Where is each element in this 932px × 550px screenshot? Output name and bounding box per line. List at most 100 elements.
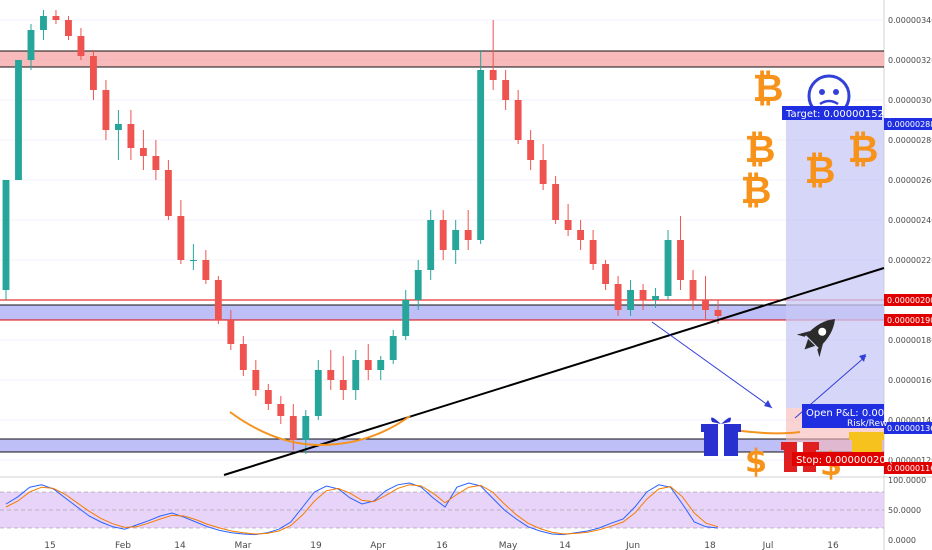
candle-body <box>40 16 47 30</box>
candle-body <box>539 160 547 184</box>
candle-body <box>489 70 497 80</box>
candle-body <box>164 170 172 216</box>
time-axis: 15 Feb 14 Mar 19 Apr 16 May 14 Jun 18 Jul 16 <box>44 541 839 550</box>
price-tick-label: 0.00000300 <box>888 96 932 105</box>
candle-body <box>639 290 647 300</box>
candle-body <box>377 360 385 370</box>
candle-body <box>65 20 72 36</box>
time-tick-label: Mar <box>235 541 252 550</box>
price-tick-label: 0.00000260 <box>888 176 932 185</box>
candle-body <box>139 148 147 156</box>
candle-body <box>677 240 684 280</box>
price-tag-label: 0.00000200 <box>887 296 932 305</box>
candle-body <box>552 184 560 220</box>
candle-body <box>464 230 472 240</box>
price-tick-label: 0.00000140 <box>888 416 932 425</box>
price-tag-label: 0.00000116 <box>887 464 932 473</box>
candle-body <box>527 140 535 160</box>
candle-body <box>364 360 372 370</box>
price-tag <box>884 314 932 326</box>
candle-body <box>289 416 297 440</box>
gift-icon <box>701 417 741 456</box>
svg-text:₿: ₿ <box>753 66 784 110</box>
target-zone <box>786 115 884 408</box>
candle-body <box>614 284 622 310</box>
osc-tick-label: 100.0000 <box>888 476 926 485</box>
candle-body <box>402 300 410 336</box>
candle-body <box>502 80 510 100</box>
candle-body <box>602 264 610 284</box>
candle-body <box>714 310 722 316</box>
price-tag <box>884 118 932 130</box>
candle-body <box>189 260 197 261</box>
time-tick-label: Feb <box>115 541 131 550</box>
osc-k-line <box>5 482 719 536</box>
bitcoin-icon: ₿ ₿ ₿ ₿ ₿ <box>741 66 879 212</box>
time-tick-label: 14 <box>559 541 571 550</box>
candle-body <box>689 280 697 300</box>
candle-body <box>77 36 85 56</box>
candle-body <box>514 100 522 140</box>
candle-body <box>2 180 10 290</box>
candle-body <box>327 370 335 380</box>
oscillator-panel: 100.0000 50.0000 0.0000 <box>0 476 932 545</box>
time-tick-label: 16 <box>436 541 448 550</box>
price-tick-label: 0.00000160 <box>888 376 932 385</box>
price-zones <box>0 50 884 453</box>
svg-text:Stop: 0.00000020 (: Stop: 0.00000020 ( <box>796 455 893 466</box>
price-tick-label: 0.00000280 <box>888 136 932 145</box>
time-tick-label: Jul <box>762 541 774 550</box>
candle-body <box>277 404 285 416</box>
price-tag <box>884 294 932 306</box>
candle-body <box>252 370 260 390</box>
candle-body <box>627 290 634 310</box>
candle-body <box>102 90 110 130</box>
svg-text:Risk/Rew: Risk/Rew <box>847 419 887 429</box>
candle-body <box>52 16 60 20</box>
price-tick-label: 0.00000120 <box>888 456 932 465</box>
time-tick-label: Apr <box>370 541 386 550</box>
stop-label: Stop: 0.00000020 ( <box>792 452 893 466</box>
candle-body <box>589 240 597 264</box>
candle-body <box>389 336 397 360</box>
price-tick-label: 0.00000320 <box>888 56 932 65</box>
price-axis: 0.00000340 0.00000320 0.00000300 0.00000280… <box>888 16 932 465</box>
candle-body <box>214 280 222 320</box>
price-tick-label: 0.00000340 <box>888 16 932 25</box>
candle-body <box>177 216 185 260</box>
support-low-box <box>0 439 884 452</box>
time-tick-label: 14 <box>174 541 186 550</box>
candle-body <box>339 380 347 390</box>
price-tick-label: 0.00000240 <box>888 216 932 225</box>
time-tick-label: 19 <box>310 541 322 550</box>
time-tick-label: Jun <box>625 541 640 550</box>
svg-text:₿: ₿ <box>848 127 879 171</box>
resistance-box <box>0 51 884 67</box>
time-tick-label: May <box>499 541 518 550</box>
svg-text:Target: 0.00000152 (1: Target: 0.00000152 (1 <box>785 109 897 120</box>
rounded-bottom-curve <box>229 411 411 447</box>
time-tick-label: 18 <box>704 541 716 550</box>
time-tick-label: 15 <box>44 541 55 550</box>
osc-d-line <box>5 484 719 535</box>
candle-body <box>152 156 160 170</box>
price-tag <box>884 462 932 474</box>
candle-body <box>427 220 435 270</box>
candle-body <box>239 344 247 370</box>
candle-body <box>302 416 310 440</box>
target-label: Target: 0.00000152 (1 <box>782 106 897 120</box>
candle-body <box>564 220 572 230</box>
candle-body <box>652 296 659 300</box>
candle-body <box>414 270 422 300</box>
candle-body <box>264 390 272 404</box>
svg-text:Open P&L: 0.0000: Open P&L: 0.0000 <box>806 408 897 419</box>
price-tick-label: 0.00000220 <box>888 256 932 265</box>
osc-tick-label: 50.0000 <box>888 506 921 515</box>
candle-body <box>577 230 585 240</box>
candle-body <box>27 30 35 60</box>
candle-body <box>127 124 135 148</box>
candle-body <box>702 300 709 310</box>
svg-text:₿: ₿ <box>805 148 836 192</box>
price-tag-label: 0.00000288 <box>887 120 932 129</box>
